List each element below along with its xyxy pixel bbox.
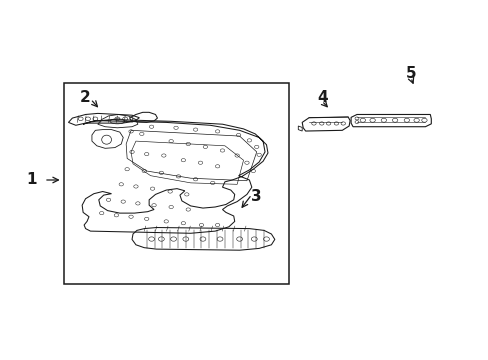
Text: 5: 5 <box>405 66 415 81</box>
Bar <box>63 83 288 284</box>
Text: 1: 1 <box>26 172 37 188</box>
Text: 3: 3 <box>251 189 262 204</box>
Text: 4: 4 <box>317 90 327 105</box>
Text: 2: 2 <box>80 90 91 105</box>
